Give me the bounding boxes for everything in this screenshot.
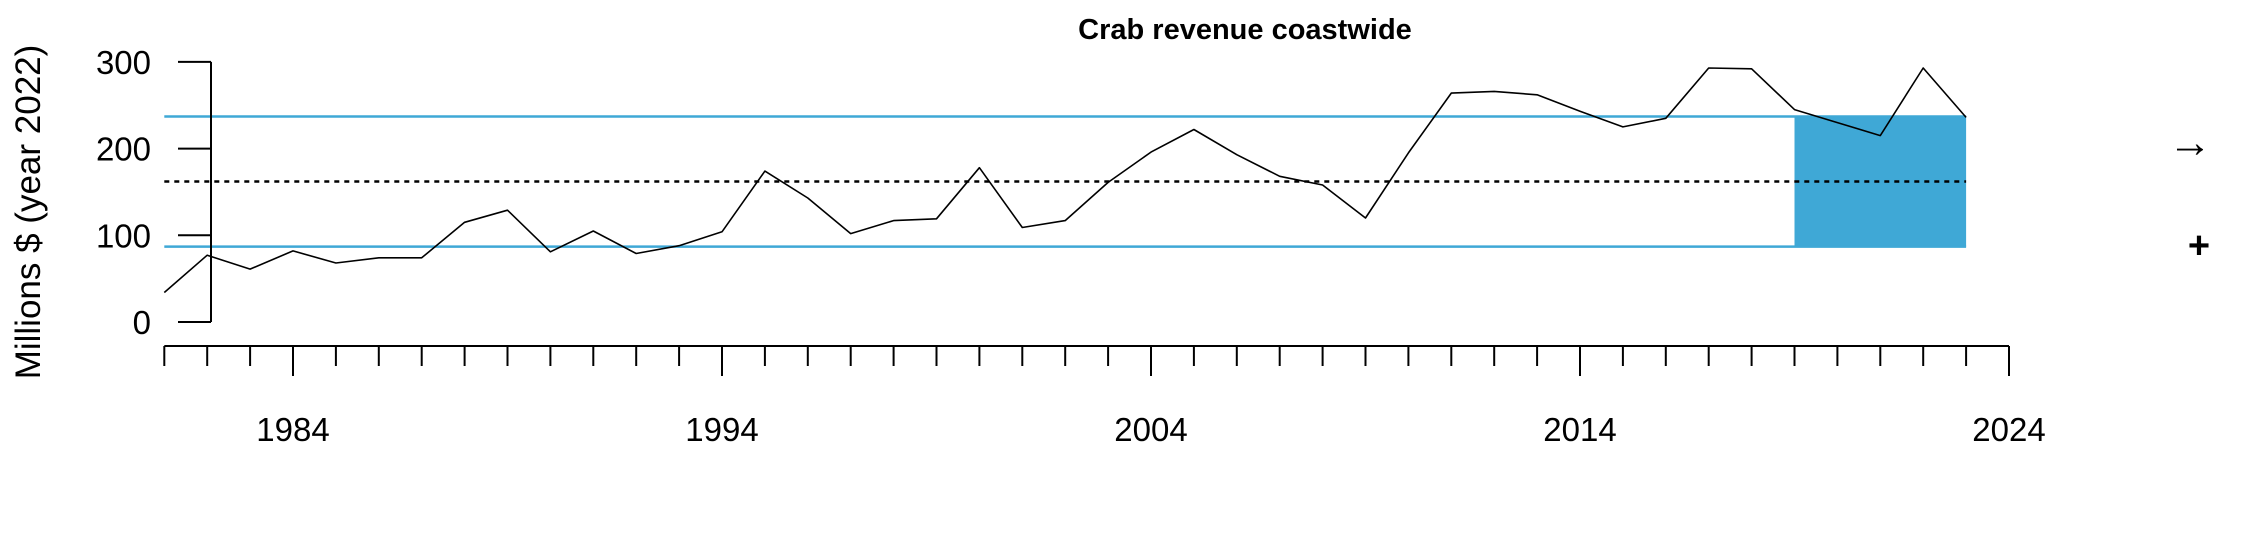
y-tick-label-0: 0 <box>133 304 151 341</box>
x-tick-label-1984: 1984 <box>256 411 329 448</box>
x-tick-label-2004: 2004 <box>1114 411 1187 448</box>
x-tick-label-2014: 2014 <box>1543 411 1616 448</box>
y-tick-label-200: 200 <box>96 131 151 168</box>
y-tick-label-100: 100 <box>96 217 151 254</box>
trend-indicator: → <box>2168 118 2212 167</box>
chart-title: Crab revenue coastwide <box>1078 14 1412 46</box>
y-axis-label: Millions $ (year 2022) <box>9 45 48 380</box>
x-tick-label-2024: 2024 <box>1972 411 2045 448</box>
mean-status-indicator: + <box>2188 225 2210 267</box>
series-line <box>163 67 1967 294</box>
plot-area: 0 100 200 300 1984 1994 2004 2014 2024 <box>96 44 2046 448</box>
y-tick-label-300: 300 <box>96 44 151 81</box>
x-tick-label-1994: 1994 <box>685 411 758 448</box>
